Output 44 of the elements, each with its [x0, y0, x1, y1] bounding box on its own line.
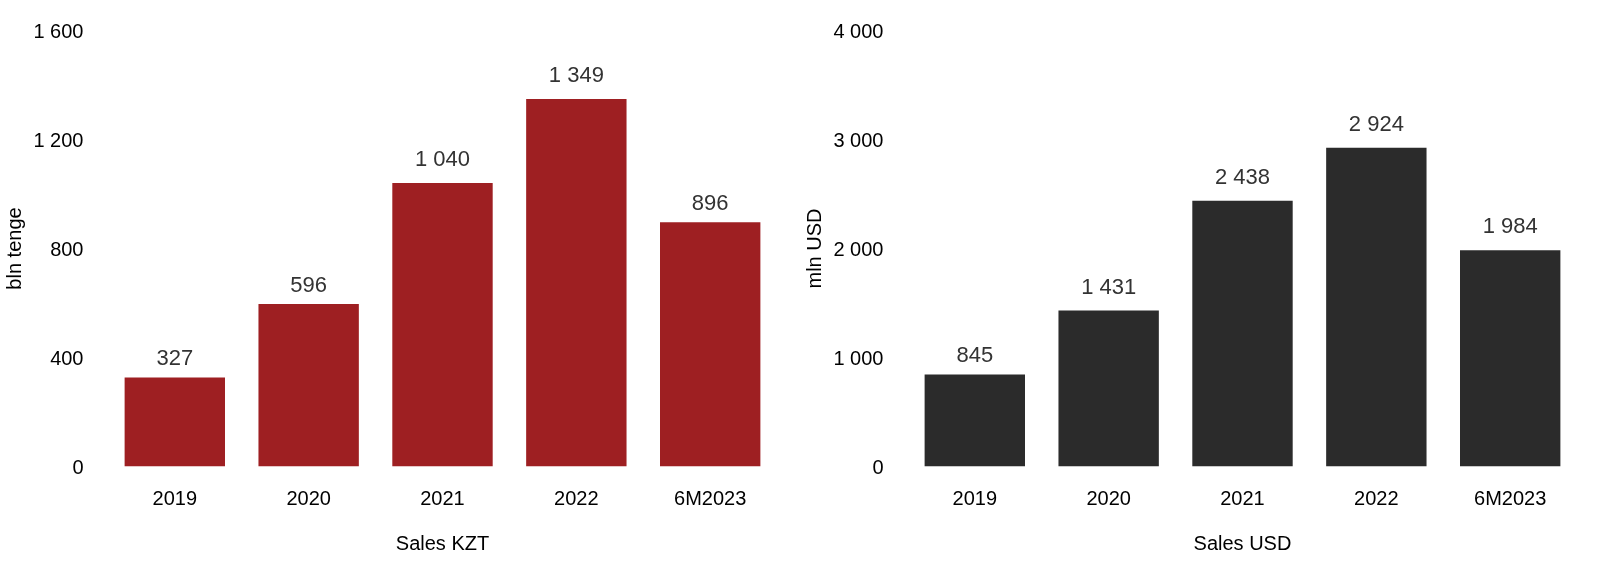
y-tick-label: 4 000	[833, 19, 884, 42]
y-tick-label: 0	[872, 455, 884, 478]
bar	[660, 222, 761, 467]
text: 1 984	[1482, 213, 1538, 239]
x-tick-label: 2021	[420, 486, 465, 509]
x-tick-label: 2019	[152, 486, 198, 509]
bar	[1326, 147, 1427, 467]
bar	[392, 183, 493, 467]
x-tick-label: 6M2023	[1474, 486, 1547, 509]
bar	[924, 374, 1025, 467]
text: 596	[290, 272, 328, 298]
x-axis-title: Sales USD	[1193, 531, 1292, 554]
x-tick-label: 2020	[286, 486, 331, 509]
text: 896	[691, 190, 729, 216]
text: 1 431	[1081, 273, 1137, 299]
text: 2 438	[1214, 163, 1271, 189]
x-tick-label: 6M2023	[674, 486, 747, 509]
y-tick-label: 1 000	[833, 346, 884, 369]
bar	[1460, 250, 1561, 467]
y-tick-label: 400	[50, 346, 84, 369]
y-tick-label: 3 000	[833, 128, 884, 151]
x-axis-title: Sales KZT	[395, 531, 490, 554]
y-axis-title: mln USD	[803, 208, 826, 289]
x-tick-label: 2021	[1220, 486, 1265, 509]
text: 327	[156, 345, 194, 371]
bar	[258, 304, 359, 467]
bar	[1192, 200, 1293, 467]
text: 2 924	[1348, 110, 1404, 136]
bar	[1058, 310, 1159, 467]
x-tick-label: 2019	[952, 486, 998, 509]
bar	[526, 98, 627, 467]
text: 1 040	[414, 146, 471, 172]
bar	[124, 377, 225, 467]
x-tick-label: 2022	[554, 486, 599, 509]
y-tick-label: 2 000	[833, 237, 884, 260]
y-tick-label: 1 600	[33, 19, 84, 42]
y-tick-label: 1 200	[33, 128, 84, 151]
x-tick-label: 2020	[1086, 486, 1131, 509]
text: 1 349	[548, 61, 604, 87]
y-axis-title: bln tenge	[3, 207, 26, 290]
y-tick-label: 800	[50, 237, 84, 260]
text: 845	[956, 342, 994, 368]
y-tick-label: 0	[72, 455, 84, 478]
x-tick-label: 2022	[1354, 486, 1399, 509]
